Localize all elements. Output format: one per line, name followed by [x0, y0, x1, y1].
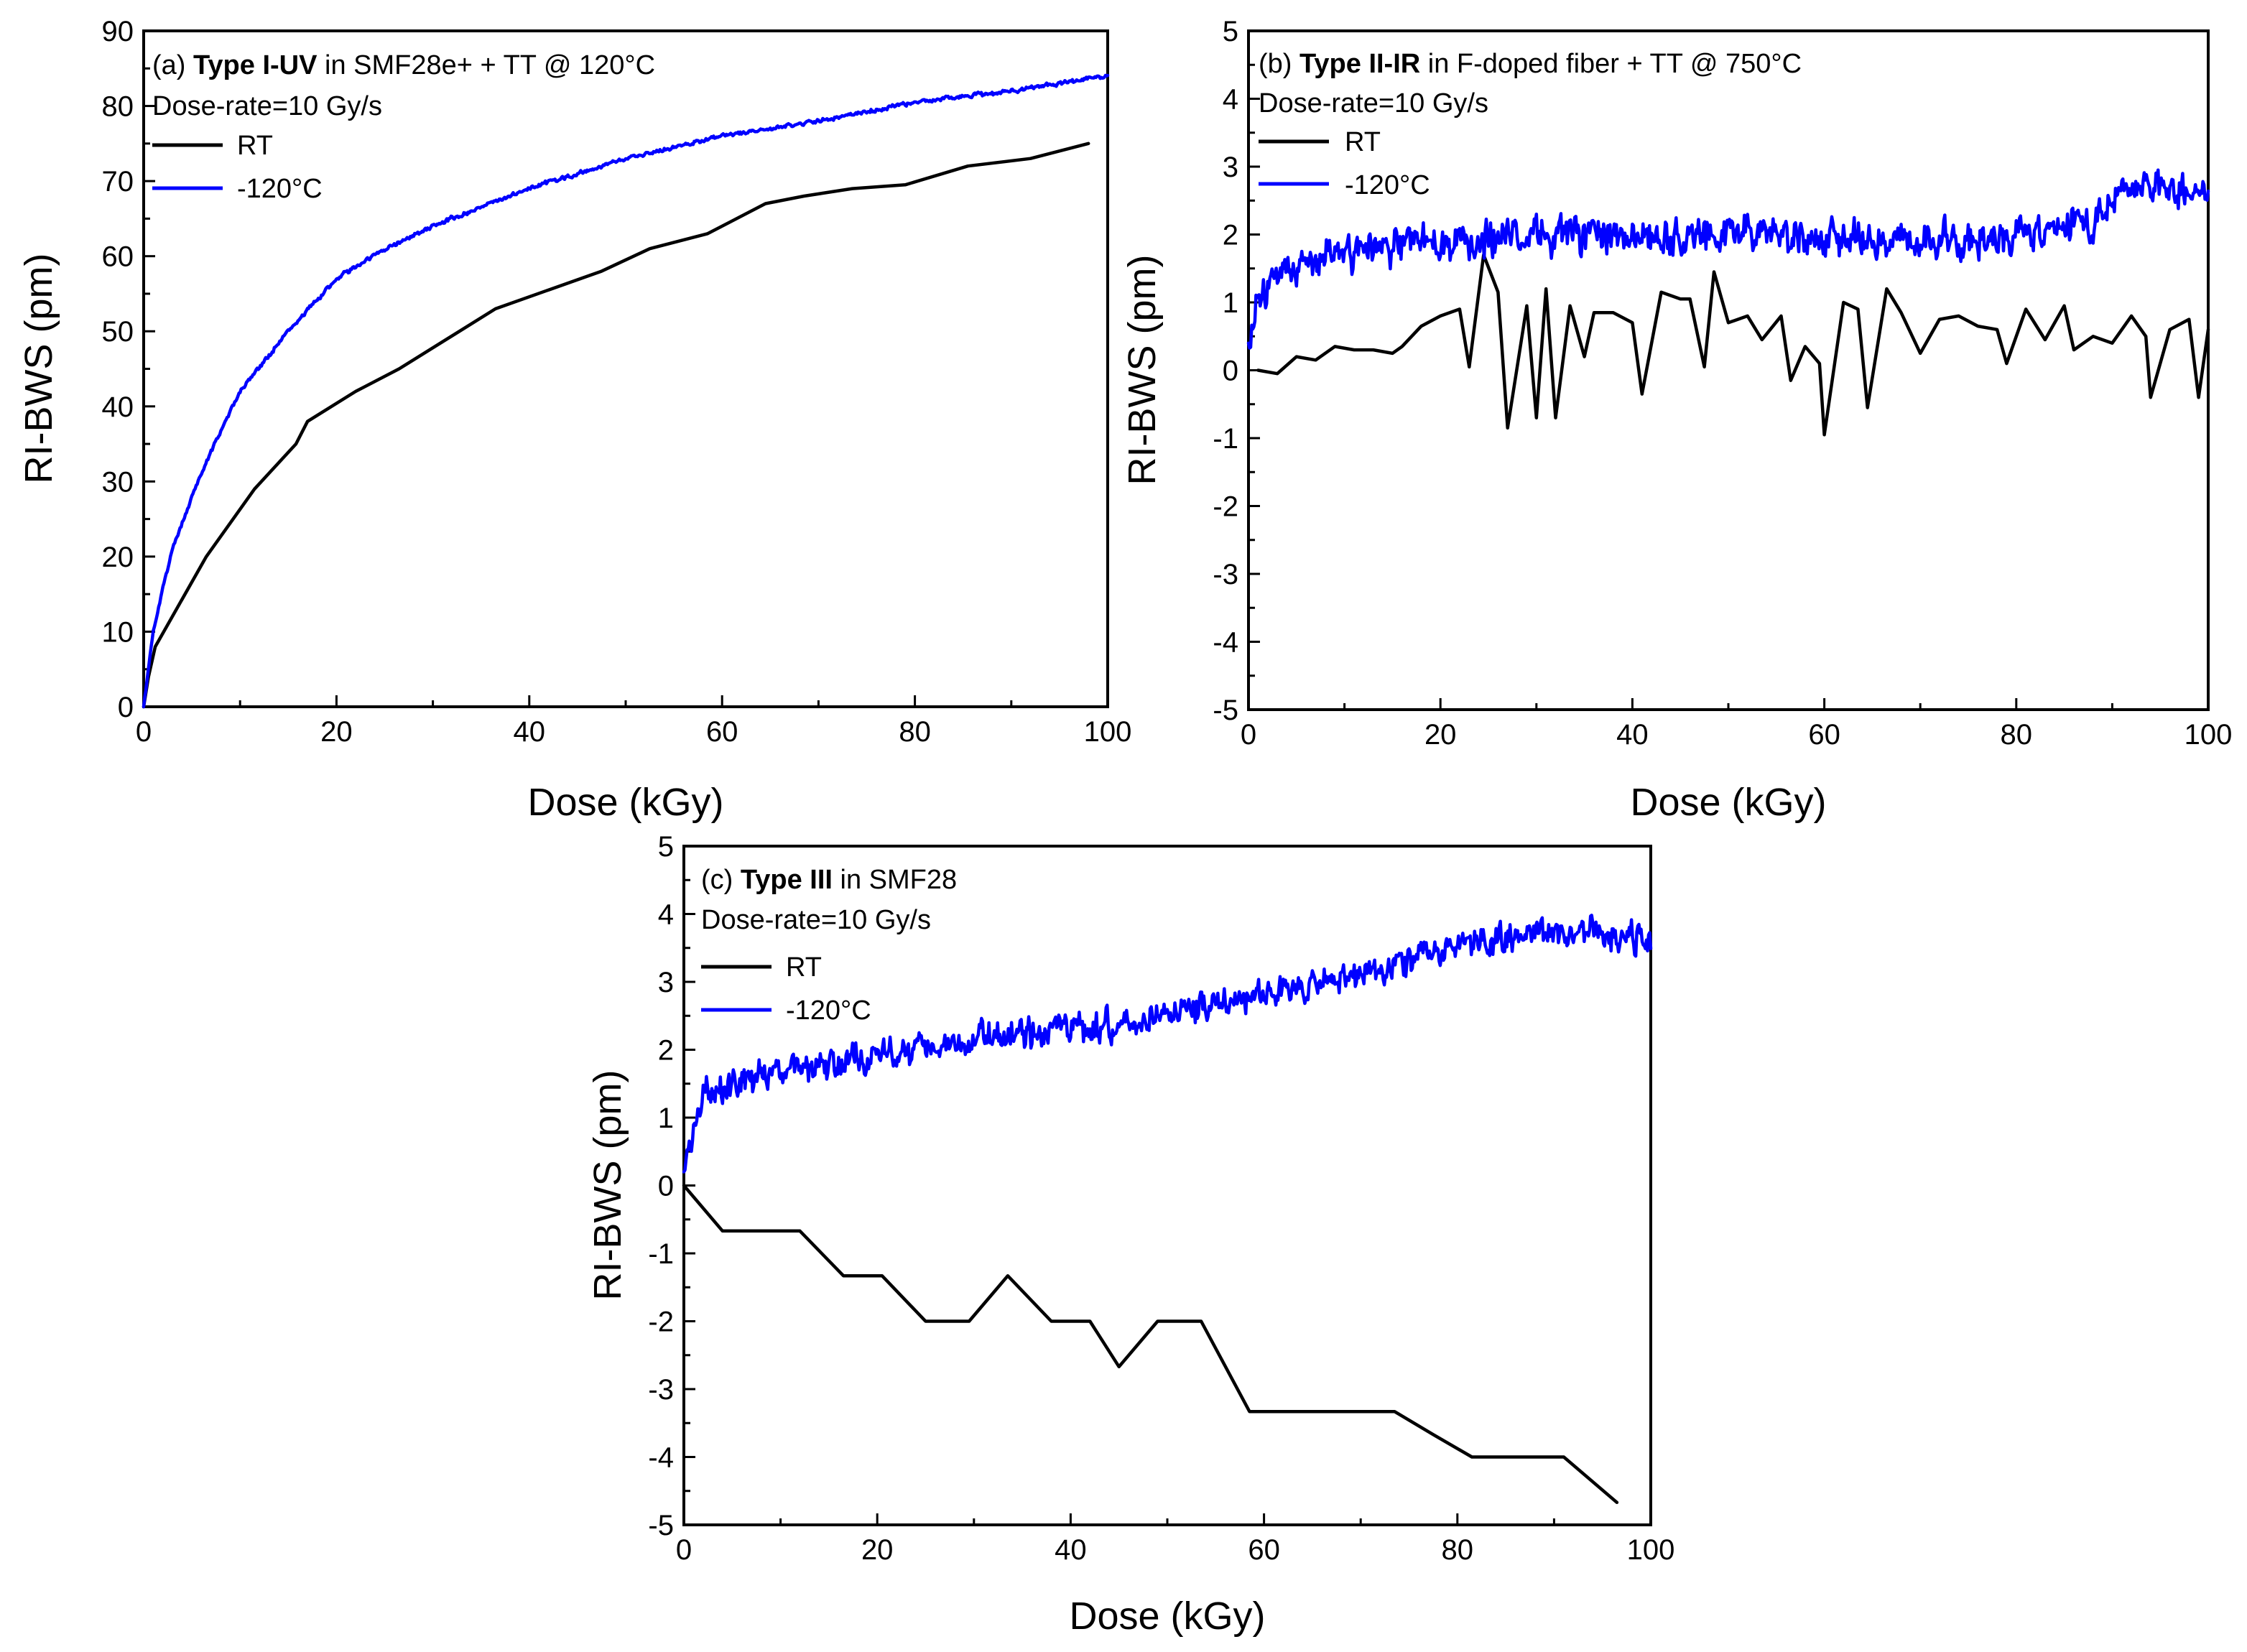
plot-frame: [142, 29, 1109, 708]
x-tick-label: 20: [1424, 719, 1457, 751]
y-tick-label: -5: [1213, 695, 1238, 726]
series-line-rt: [1256, 253, 2210, 437]
x-tick-label: 60: [1808, 719, 1840, 751]
grating-type: Type II-IR: [1299, 49, 1420, 79]
series-layer: [1246, 168, 2210, 437]
y-tick-label: -2: [1213, 491, 1238, 523]
x-tick-label: 80: [2001, 719, 2033, 751]
y-tick-label: 2: [658, 1035, 674, 1067]
x-tick-label: 60: [706, 716, 738, 748]
y-axis-title: RI-BWS (pm): [586, 1070, 629, 1301]
y-tick-label: 30: [102, 466, 134, 498]
dose-rate-label: Dose-rate=10 Gy/s: [701, 905, 931, 935]
y-tick-label: 1: [658, 1103, 674, 1134]
panel-label: (b): [1259, 49, 1292, 79]
x-tick-label: 40: [1055, 1534, 1087, 1566]
x-tick-label: 80: [1442, 1534, 1474, 1566]
y-axis-title: RI-BWS (pm): [17, 254, 60, 484]
y-tick-label: -3: [648, 1374, 674, 1406]
y-tick-label: 20: [102, 542, 134, 573]
x-tick-label: 20: [861, 1534, 894, 1566]
y-tick-label: 4: [658, 899, 674, 931]
series-line-minus120: [1246, 168, 2210, 350]
y-tick-label: 50: [102, 316, 134, 348]
y-tick-label: -4: [1213, 627, 1238, 659]
legend-label-minus120: -120°C: [1345, 170, 1430, 200]
y-tick-label: -1: [1213, 423, 1238, 455]
x-tick-label: 20: [320, 716, 353, 748]
y-tick-label: 0: [658, 1171, 674, 1202]
y-tick-label: 90: [102, 16, 134, 47]
panel-label: (a): [152, 50, 185, 80]
y-tick-label: 5: [1223, 16, 1238, 47]
y-tick-label: -5: [648, 1510, 674, 1541]
y-tick-label: -3: [1213, 559, 1238, 590]
dose-rate-label: Dose-rate=10 Gy/s: [152, 91, 382, 121]
y-tick-label: 60: [102, 241, 134, 273]
y-tick-label: 3: [658, 967, 674, 998]
legend-label-minus120: -120°C: [237, 174, 323, 204]
grating-type: Type III: [741, 865, 833, 895]
axis-ticks: 0 20 40 60 80 100 -5 -4 -3 -2 -1 0 1 2 3 4 5: [648, 831, 1674, 1566]
axis-ticks: 0 20 40 60 80 100 0 10 20 30 40 50 60 70 80 90: [102, 16, 1132, 748]
panel-title: (a) Type I-UV in SMF28e+ + TT @ 120°C: [152, 50, 655, 80]
y-axis-title: RI-BWS (pm): [1121, 255, 1164, 486]
series-layer: [142, 73, 1110, 709]
series-line-rt: [142, 141, 1090, 709]
y-tick-label: 1: [1223, 287, 1238, 319]
panel-label: (c): [701, 865, 733, 895]
y-tick-label: 3: [1223, 152, 1238, 183]
legend: RT -120°C: [1259, 127, 1430, 200]
y-tick-label: 70: [102, 166, 134, 198]
x-tick-label: 40: [1616, 719, 1649, 751]
y-tick-label: 80: [102, 91, 134, 123]
x-tick-label: 0: [676, 1534, 692, 1566]
legend-label-rt: RT: [237, 131, 273, 161]
series-layer: [682, 914, 1653, 1505]
y-tick-label: 40: [102, 391, 134, 423]
title-rest: in F-doped fiber + TT @ 750°C: [1428, 49, 1802, 79]
x-axis-title: Dose (kGy): [527, 781, 723, 824]
x-tick-label: 40: [514, 716, 546, 748]
panel-title: (b) Type II-IR in F-doped fiber + TT @ 7…: [1259, 49, 1802, 79]
y-tick-label: 4: [1223, 84, 1238, 116]
x-tick-label: 60: [1248, 1534, 1280, 1566]
legend-label-rt: RT: [786, 952, 822, 983]
plot-frame: [1247, 29, 2210, 711]
y-tick-label: 5: [658, 831, 674, 863]
y-tick-label: 10: [102, 616, 134, 648]
legend: RT -120°C: [152, 131, 323, 204]
panel-title: (c) Type III in SMF28: [701, 865, 957, 895]
chart-panel-a: 0 20 40 60 80 100 0 10 20 30 40 50 60 70 80 90 Dose (kG…: [17, 16, 1131, 824]
dose-rate-label: Dose-rate=10 Gy/s: [1259, 88, 1488, 119]
title-rest: in SMF28: [840, 865, 958, 895]
y-tick-label: 0: [1223, 356, 1238, 387]
x-tick-label: 100: [1627, 1534, 1675, 1566]
x-axis-title: Dose (kGy): [1069, 1595, 1265, 1638]
y-tick-label: 0: [118, 692, 134, 723]
series-line-minus120: [142, 73, 1110, 709]
series-line-rt: [682, 1184, 1619, 1505]
legend: RT -120°C: [701, 952, 871, 1026]
y-tick-label: 2: [1223, 220, 1238, 251]
x-tick-label: 0: [1241, 719, 1256, 751]
x-tick-label: 80: [899, 716, 931, 748]
axis-ticks: 0 20 40 60 80 100 -5 -4 -3 -2 -1 0 1 2 3 4 5: [1213, 16, 2232, 751]
legend-label-rt: RT: [1345, 127, 1381, 157]
y-tick-label: -4: [648, 1442, 674, 1474]
x-tick-label: 100: [1084, 716, 1132, 748]
title-rest: in SMF28e+ + TT @ 120°C: [325, 50, 655, 80]
x-tick-label: 100: [2185, 719, 2233, 751]
x-tick-label: 0: [136, 716, 152, 748]
y-tick-label: -1: [648, 1238, 674, 1270]
x-axis-title: Dose (kGy): [1630, 781, 1826, 824]
series-line-minus120: [682, 914, 1653, 1174]
grating-type: Type I-UV: [193, 50, 318, 80]
legend-label-minus120: -120°C: [786, 996, 871, 1026]
y-tick-label: -2: [648, 1307, 674, 1338]
